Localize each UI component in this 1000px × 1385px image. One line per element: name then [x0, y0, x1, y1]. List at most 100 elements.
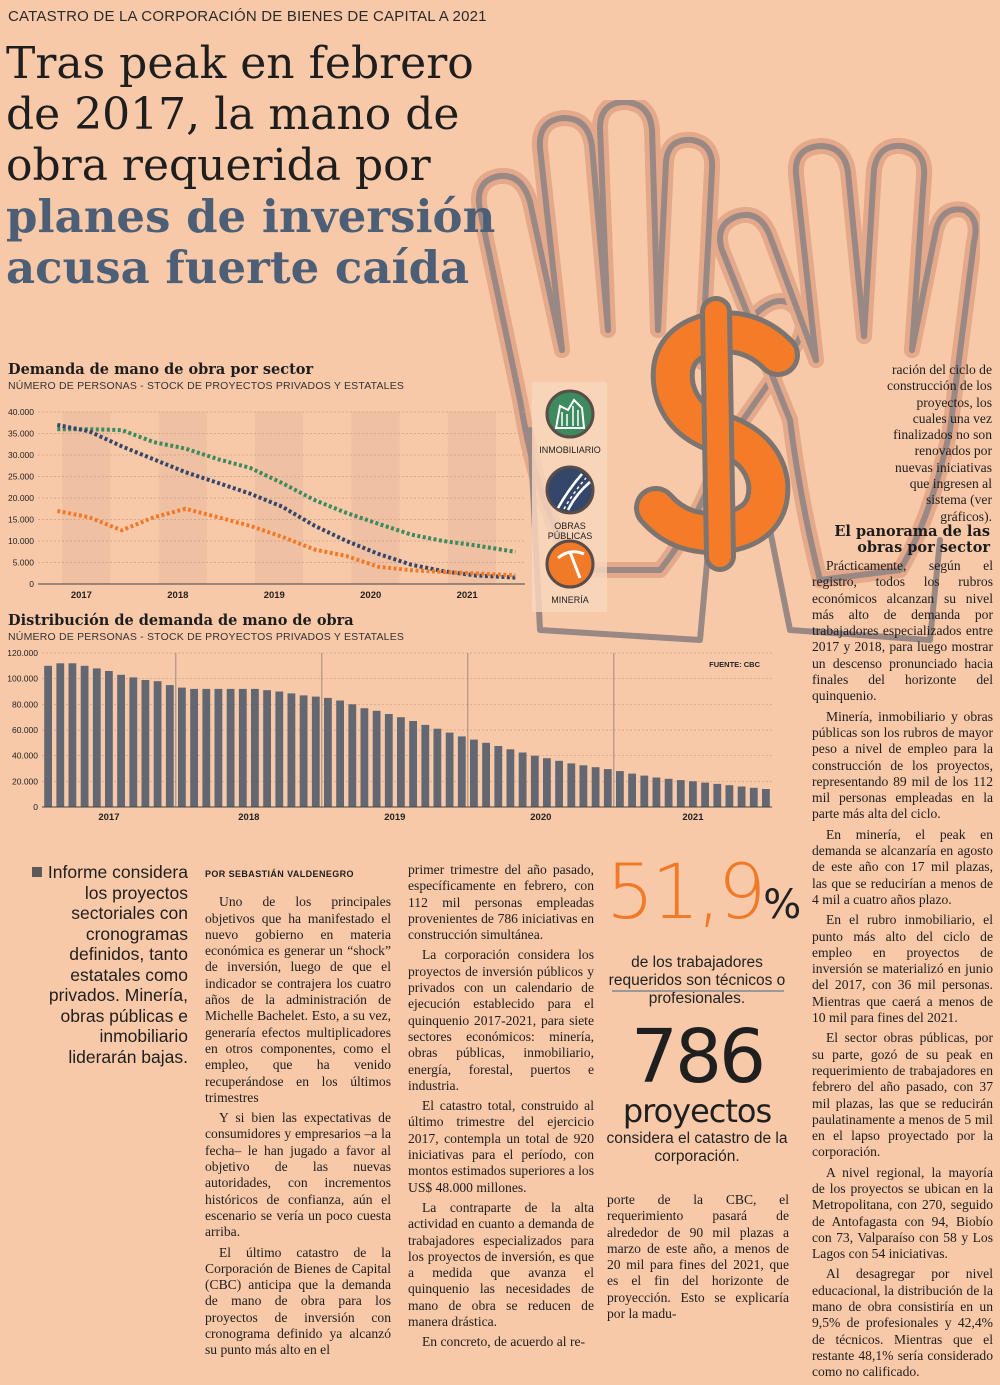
- hands-dollar-illustration: [471, 100, 980, 643]
- col2-paragraph: En concreto, de acuerdo al re-: [422, 1334, 586, 1350]
- stat-projects-word: proyectos: [622, 1092, 772, 1130]
- chart1-title: Demanda de mano de obra por sector: [8, 361, 314, 378]
- bar: [640, 775, 649, 807]
- legend-item-inmobiliario: INMOBILIARIO: [539, 388, 601, 455]
- line-chart-sector-demand: 40.000 35.000 30.000 25.000 20.000 15.000 10.0…: [8, 407, 525, 601]
- kicker: CATASTRO DE LA CORPORACIÓN DE BIENES DE …: [8, 8, 487, 25]
- chart1-subtitle: NÚMERO DE PERSONAS - STOCK DE PROYECTOS …: [8, 380, 405, 392]
- bar: [494, 746, 503, 807]
- bar: [397, 717, 405, 807]
- bar: [251, 688, 259, 807]
- bar: [129, 677, 138, 807]
- legend-label-obras-publicas: OBRAS PÚBLICAS: [547, 521, 593, 541]
- bar: [80, 665, 89, 807]
- bar: [409, 721, 417, 807]
- chart2-title: Distribución de demanda de mano de obra: [8, 612, 354, 629]
- bar: [689, 781, 697, 807]
- x-tick-label: 2017: [98, 812, 119, 823]
- bar: [141, 680, 150, 807]
- bullet-square-icon: [31, 867, 42, 877]
- bar: [445, 732, 454, 807]
- y-tick-label: 5.000: [13, 558, 35, 568]
- x-tick-label: 2019: [264, 590, 285, 601]
- stat-divider: [612, 990, 784, 992]
- bar: [117, 674, 125, 807]
- chart2-subtitle: NÚMERO DE PERSONAS - STOCK DE PROYECTOS …: [8, 631, 405, 643]
- bar: [737, 786, 746, 807]
- col2-paragraph: El catastro total, construido al último …: [408, 1098, 594, 1195]
- bar: [56, 663, 65, 807]
- bar: [713, 783, 722, 807]
- col1-paragraph: Y si bien las expectativas de consumidor…: [205, 1110, 391, 1240]
- chart-source: FUENTE: CBC: [709, 660, 760, 669]
- y-tick-label: 30.000: [8, 450, 34, 460]
- bar: [311, 696, 320, 807]
- sidebar-summary: Informe considera los proyectos sectoria…: [28, 862, 188, 1067]
- bar: [202, 688, 211, 807]
- col1-paragraph: Uno de los principales objetivos que ha …: [205, 894, 391, 1105]
- y-tick-label: 60.000: [12, 725, 38, 735]
- bar: [749, 787, 758, 808]
- bar: [579, 765, 588, 807]
- bar: [153, 681, 162, 807]
- stat-percent-unit: %: [763, 882, 802, 928]
- col4-paragraph: Al desagregar por nivel educacional, la …: [812, 1266, 993, 1380]
- bar: [616, 771, 624, 807]
- bar: [92, 668, 101, 807]
- bar: [372, 710, 381, 808]
- legend-label-inmobiliario: INMOBILIARIO: [539, 445, 601, 455]
- x-tick-label: 2018: [238, 812, 259, 823]
- bar: [238, 688, 247, 807]
- col4-paragraph: En el rubro inmobiliario, el punto más a…: [812, 912, 993, 1026]
- article-column-2: primer trimestre del año pasado, específ…: [408, 862, 594, 1355]
- series-line-inmobiliario: [57, 427, 516, 554]
- bar: [701, 782, 709, 807]
- stat-percent-number: 51,9: [606, 847, 766, 936]
- bar: [664, 778, 673, 807]
- road-icon: [545, 465, 595, 515]
- headline: Tras peak en febrero de 2017, la mano de…: [6, 38, 526, 293]
- chart1-legend: INMOBILIARIO OBRAS PÚBLICAS MINERÍA: [532, 382, 607, 612]
- x-tick-label: 2019: [384, 812, 405, 823]
- bar: [555, 760, 563, 807]
- stat-projects-number: 786: [630, 1014, 766, 1100]
- bar: [324, 697, 332, 807]
- bar: [725, 785, 734, 807]
- legend-item-obras-publicas: OBRAS PÚBLICAS: [544, 464, 596, 541]
- x-tick-label: 2021: [457, 590, 479, 601]
- bar: [226, 688, 235, 807]
- col4-paragraph: En minería, el peak en demanda se alcanz…: [812, 826, 993, 907]
- y-tick-label: 100.000: [7, 674, 38, 684]
- bar: [336, 700, 344, 807]
- bar: [676, 780, 685, 807]
- y-tick-label: 40.000: [12, 751, 38, 761]
- bar: [762, 789, 770, 807]
- y-tick-label: 120.000: [7, 648, 38, 658]
- col2-paragraph: La corporación considera los proyectos d…: [408, 947, 594, 1093]
- legend-item-mineria: MINERÍA: [544, 538, 596, 605]
- y-tick-label: 20.000: [12, 776, 38, 786]
- y-tick-label: 0: [29, 579, 34, 589]
- bar: [44, 665, 52, 807]
- bar: [214, 688, 223, 807]
- y-tick-label: 20.000: [8, 493, 34, 503]
- y-tick-label: 0: [33, 802, 38, 812]
- y-tick-label: 25.000: [8, 472, 34, 482]
- x-tick-label: 2020: [360, 590, 381, 601]
- bar: [567, 763, 576, 807]
- stat-projects-caption: considera el catastro de la corporación.: [606, 1130, 788, 1165]
- bar: [506, 749, 515, 808]
- col2-paragraph: La contraparte de la alta actividad en c…: [408, 1199, 594, 1330]
- series-line-miner-a: [56, 506, 516, 578]
- bar: [360, 708, 369, 807]
- legend-label-mineria: MINERÍA: [551, 595, 589, 605]
- dollar-sign-icon: [634, 296, 800, 572]
- bar: [165, 685, 174, 807]
- headline-line-2: de 2017, la mano de: [6, 89, 460, 140]
- bar-chart-labor-distribution: 120.000 100.000 80.000 60.000 40.000 20.000 0 2…: [7, 648, 772, 823]
- bar: [275, 691, 284, 807]
- x-tick-label: 2017: [71, 590, 92, 601]
- bar: [518, 752, 527, 807]
- bar: [628, 773, 636, 807]
- bar: [68, 663, 77, 807]
